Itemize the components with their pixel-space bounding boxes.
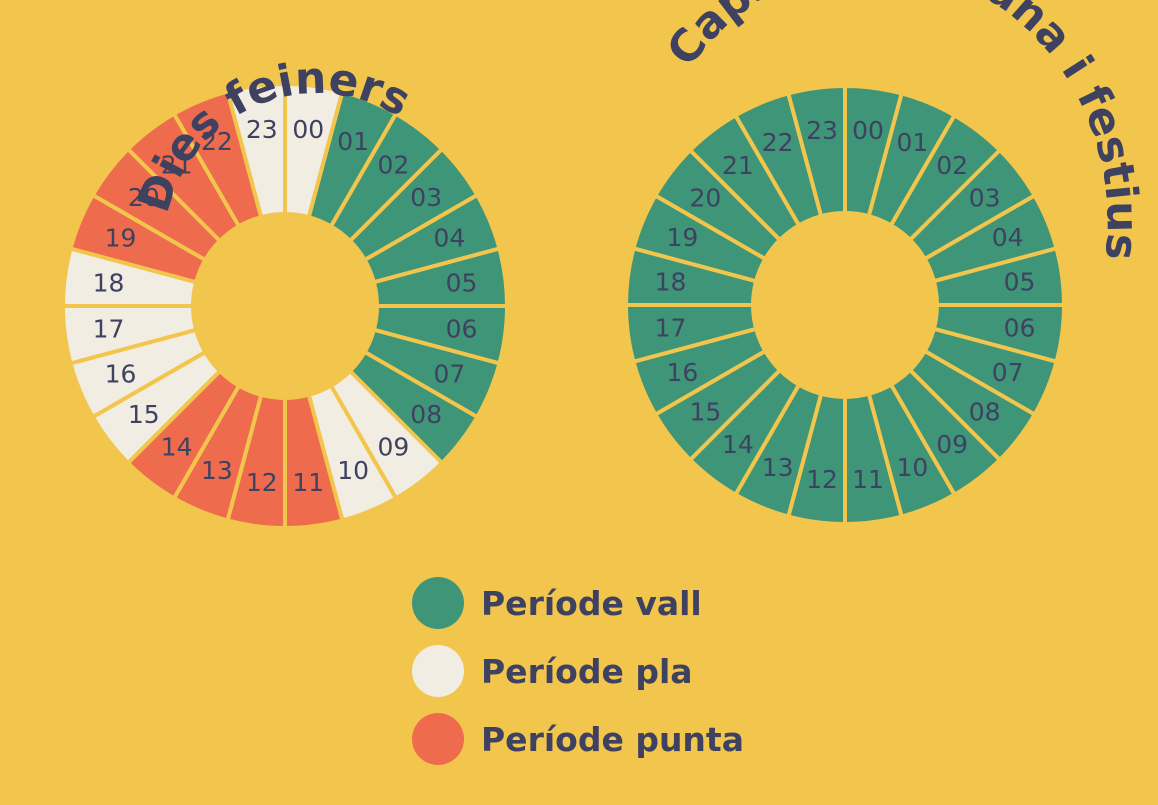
hour-label-16: 16 xyxy=(105,360,137,389)
hour-label-10: 10 xyxy=(896,453,928,482)
hour-label-23: 23 xyxy=(806,116,838,145)
hour-label-00: 00 xyxy=(852,116,884,145)
hour-label-22: 22 xyxy=(762,128,794,157)
hour-label-07: 07 xyxy=(434,360,466,389)
hour-label-16: 16 xyxy=(666,358,698,387)
hour-label-12: 12 xyxy=(806,465,838,494)
hour-label-00: 00 xyxy=(292,115,324,144)
legend-item-punta: Període punta xyxy=(412,711,744,767)
legend-swatch-pla xyxy=(412,645,464,697)
hour-label-01: 01 xyxy=(337,127,369,156)
hour-label-04: 04 xyxy=(434,223,466,252)
hour-label-03: 03 xyxy=(410,183,442,212)
legend-label-vall: Període vall xyxy=(481,583,702,623)
hour-label-11: 11 xyxy=(292,468,324,497)
legend-label-punta: Període punta xyxy=(481,719,744,759)
hour-label-15: 15 xyxy=(689,398,721,427)
hour-label-05: 05 xyxy=(1004,268,1036,297)
hour-label-18: 18 xyxy=(655,268,687,297)
hour-label-08: 08 xyxy=(969,398,1001,427)
hour-label-06: 06 xyxy=(446,315,478,344)
hour-label-21: 21 xyxy=(722,151,754,180)
hour-label-17: 17 xyxy=(93,315,125,344)
hour-label-17: 17 xyxy=(655,313,687,342)
hour-label-15: 15 xyxy=(128,400,160,429)
hour-label-23: 23 xyxy=(246,115,278,144)
hour-label-13: 13 xyxy=(762,453,794,482)
legend-label-pla: Període pla xyxy=(481,651,693,691)
hour-label-20: 20 xyxy=(128,183,160,212)
hour-label-10: 10 xyxy=(337,456,369,485)
legend: Període vall Període pla Període punta xyxy=(412,575,744,767)
hour-label-19: 19 xyxy=(666,223,698,252)
hour-label-04: 04 xyxy=(992,223,1024,252)
hour-label-18: 18 xyxy=(93,268,125,297)
hour-label-06: 06 xyxy=(1004,313,1036,342)
hour-label-22: 22 xyxy=(201,127,233,156)
hour-label-02: 02 xyxy=(377,150,409,179)
hour-label-08: 08 xyxy=(410,400,442,429)
hour-label-14: 14 xyxy=(722,430,754,459)
hour-label-03: 03 xyxy=(969,183,1001,212)
legend-item-vall: Període vall xyxy=(412,575,744,631)
legend-swatch-vall xyxy=(412,577,464,629)
legend-swatch-punta xyxy=(412,713,464,765)
hour-label-02: 02 xyxy=(936,151,968,180)
hour-label-21: 21 xyxy=(161,150,193,179)
hour-label-09: 09 xyxy=(936,430,968,459)
hour-label-20: 20 xyxy=(689,183,721,212)
hour-label-07: 07 xyxy=(992,358,1024,387)
hour-label-19: 19 xyxy=(105,223,137,252)
hour-label-13: 13 xyxy=(201,456,233,485)
hour-label-11: 11 xyxy=(852,465,884,494)
hour-label-12: 12 xyxy=(246,468,278,497)
hour-label-09: 09 xyxy=(377,433,409,462)
hour-label-05: 05 xyxy=(446,268,478,297)
legend-item-pla: Període pla xyxy=(412,643,744,699)
hour-label-14: 14 xyxy=(161,433,193,462)
hour-label-01: 01 xyxy=(896,128,928,157)
hour-segment-23 xyxy=(225,81,287,220)
hour-segment-23 xyxy=(785,83,847,219)
